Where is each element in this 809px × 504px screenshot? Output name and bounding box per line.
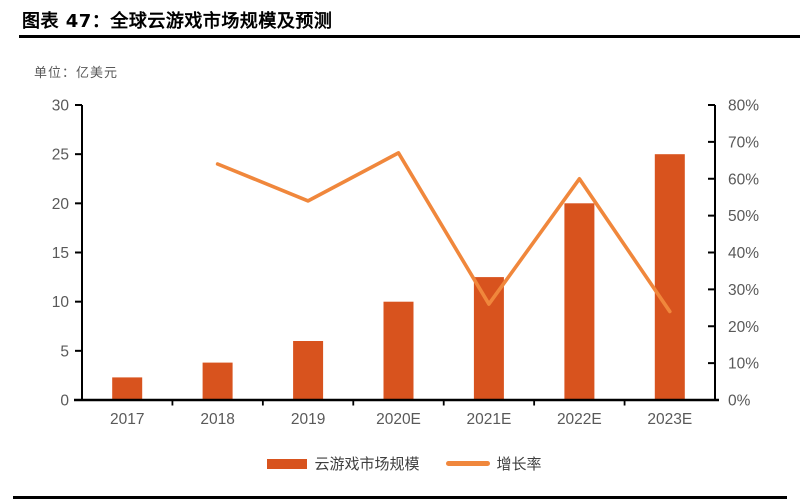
bar-series-swatch: [267, 458, 308, 469]
x-axis-label-2021E: 2021E: [467, 411, 512, 428]
line-series-swatch: [445, 461, 490, 466]
bar-2020E: [383, 301, 414, 400]
x-axis-label-2019: 2019: [291, 411, 325, 428]
growth-rate-line: [215, 151, 672, 314]
left-tick-label: 15: [52, 245, 69, 262]
legend-item-market-size: 云游戏市场规模: [267, 453, 420, 474]
figure-bottom-rule: [13, 496, 787, 499]
title-top-rule: [19, 35, 800, 38]
right-tick-label: 70%: [728, 134, 759, 151]
legend-item-growth-rate: 增长率: [445, 453, 542, 474]
right-tick-label: 0%: [728, 393, 751, 410]
legend-bar-label: 云游戏市场规模: [314, 455, 420, 473]
x-axis-label-2023E: 2023E: [647, 411, 692, 428]
x-axis-label-2018: 2018: [200, 411, 234, 428]
right-tick-label: 60%: [728, 171, 759, 188]
right-tick-label: 80%: [728, 98, 759, 115]
bar-2018: [202, 362, 233, 400]
left-tick-label: 5: [60, 343, 69, 360]
bar-2021E: [473, 277, 504, 400]
left-tick-label: 25: [52, 147, 69, 164]
chart-legend: 云游戏市场规模 增长率: [0, 453, 809, 474]
figure-title: 图表 47：全球云游戏市场规模及预测: [22, 11, 333, 32]
x-axis-label-2017: 2017: [110, 411, 144, 428]
right-tick-label: 40%: [728, 245, 759, 262]
x-axis-label-2020E: 2020E: [376, 411, 421, 428]
bar-2022E: [564, 203, 595, 400]
unit-label: 单位：亿美元: [34, 66, 119, 81]
right-tick-label: 50%: [728, 208, 759, 225]
bar-2023E: [654, 154, 685, 400]
left-tick-label: 10: [52, 294, 70, 311]
right-tick-label: 30%: [728, 282, 759, 299]
left-tick-label: 30: [52, 98, 70, 115]
cloud-gaming-combo-chart: 0 5 10 15 20 25 30 0% 10% 20% 30% 40% 50% 60% 70% 80% 20…: [52, 98, 759, 429]
right-tick-label: 20%: [728, 319, 759, 336]
legend-line-label: 增长率: [496, 455, 542, 473]
left-tick-label: 0: [60, 393, 69, 410]
bar-2019: [293, 341, 324, 400]
x-axis-label-2022E: 2022E: [557, 411, 602, 428]
right-tick-label: 10%: [728, 356, 759, 373]
bar-2017: [112, 377, 143, 400]
left-tick-label: 20: [52, 196, 70, 213]
